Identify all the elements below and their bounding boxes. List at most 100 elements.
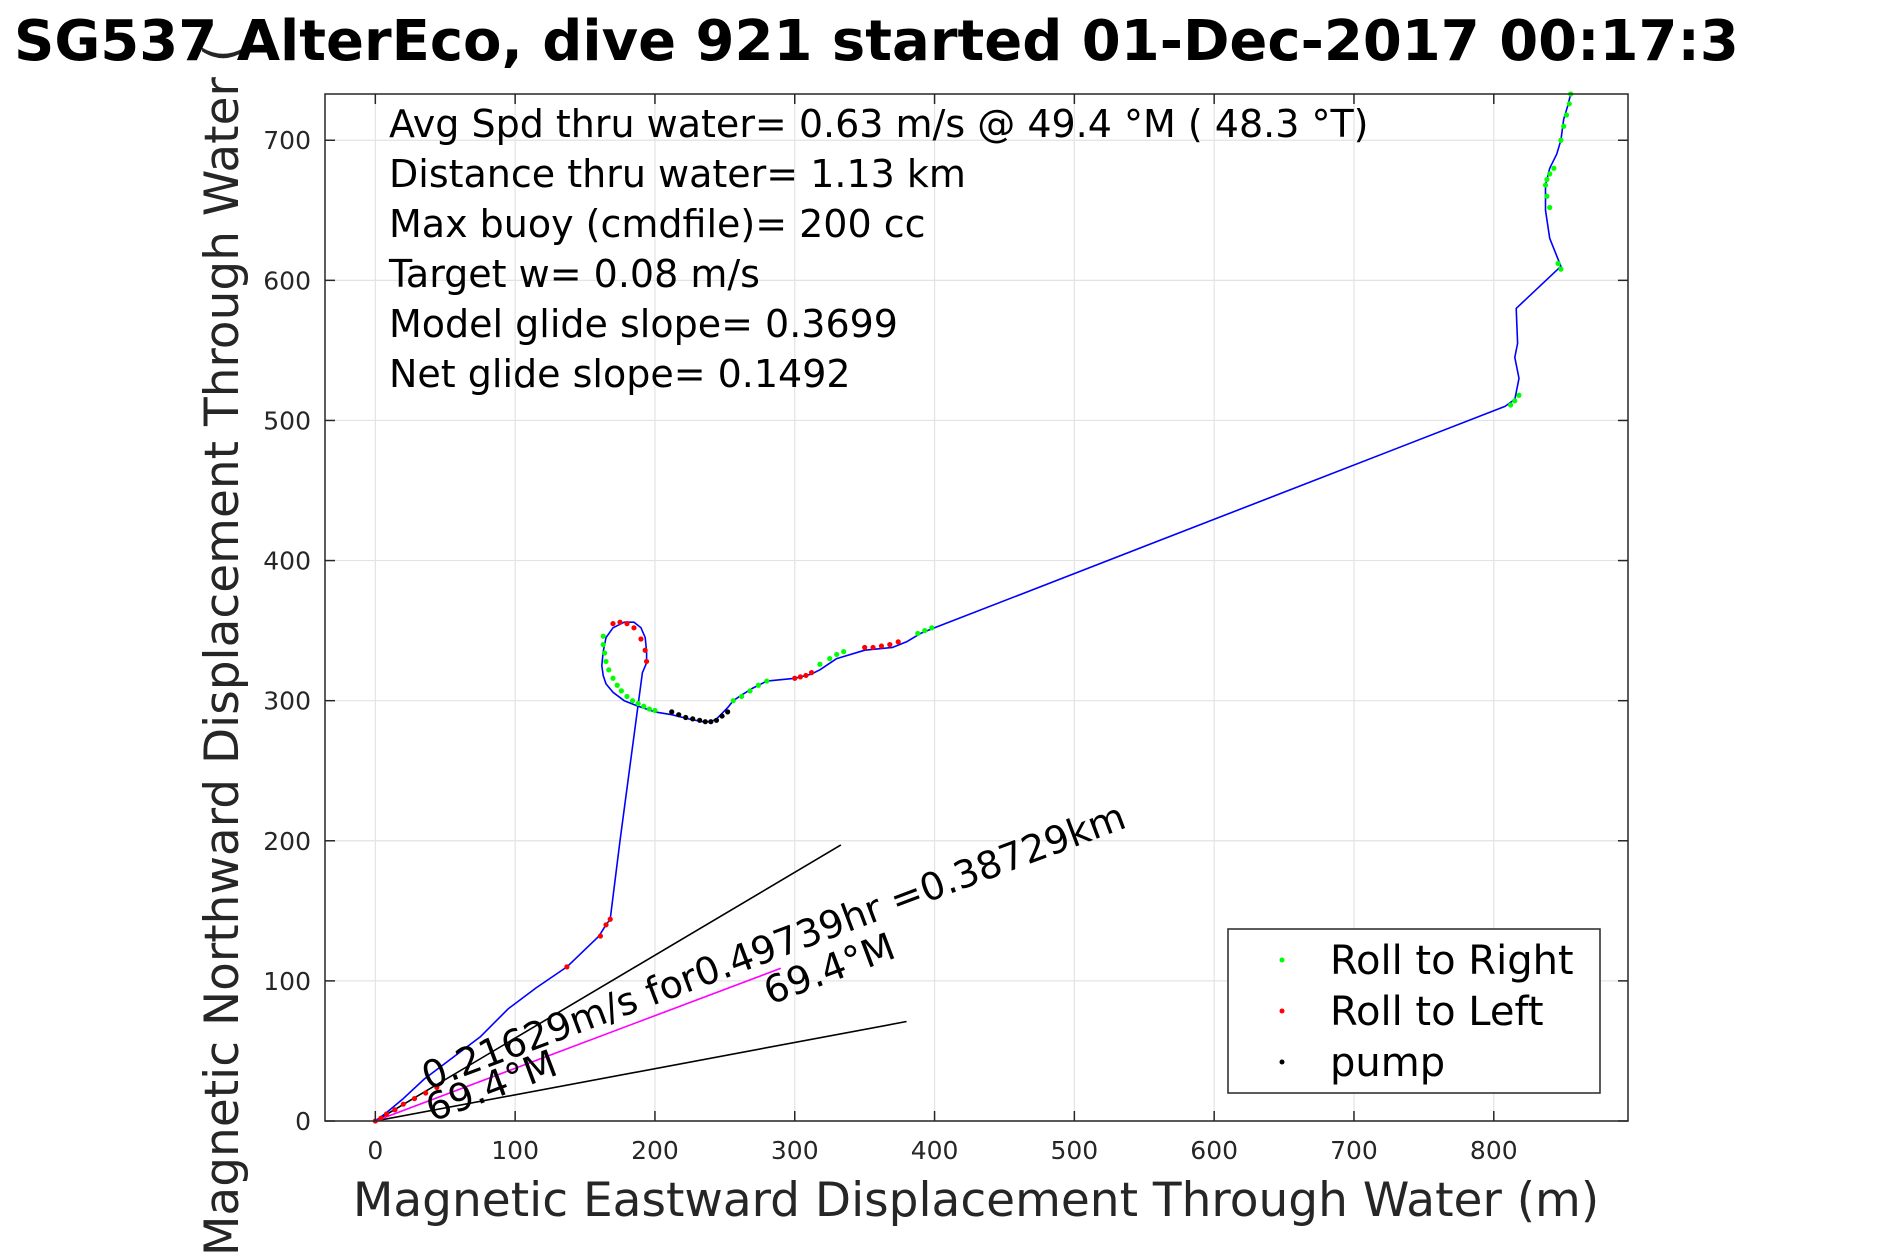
roll-to-left-point bbox=[631, 625, 637, 631]
roll-to-right-point bbox=[614, 682, 620, 688]
roll-to-left-point bbox=[603, 922, 609, 928]
roll-to-left-point bbox=[607, 916, 613, 922]
legend-label-roll-right: Roll to Right bbox=[1330, 938, 1574, 984]
roll-to-left-point bbox=[617, 619, 623, 625]
roll-to-left-point bbox=[411, 1095, 418, 1102]
roll-to-right-point bbox=[1555, 260, 1561, 267]
roll-to-right-point bbox=[610, 675, 616, 681]
roll-to-left-point bbox=[808, 670, 815, 676]
x-tick-label: 0 bbox=[367, 1136, 383, 1165]
x-tick-label: 700 bbox=[1330, 1136, 1378, 1165]
roll-to-right-point bbox=[827, 656, 833, 662]
roll-to-right-point bbox=[1544, 176, 1550, 183]
roll-to-right-point bbox=[1566, 101, 1572, 107]
y-tick-label: 0 bbox=[295, 1107, 311, 1136]
info-text-block: Avg Spd thru water= 0.63 m/s @ 49.4 °M (… bbox=[388, 102, 1369, 396]
roll-to-right-point bbox=[600, 642, 606, 648]
pump-point bbox=[713, 717, 720, 723]
roll-to-left-point bbox=[895, 639, 901, 645]
pump-point bbox=[683, 714, 689, 721]
x-tick-label: 400 bbox=[911, 1136, 959, 1165]
legend-marker-pump bbox=[1279, 1059, 1285, 1065]
pump-point bbox=[690, 716, 696, 722]
y-axis-title: Magnetic Northward Displacement Through … bbox=[195, 44, 250, 1256]
x-axis-title: Magnetic Eastward Displacement Through W… bbox=[353, 1173, 1599, 1228]
info-line: Distance thru water= 1.13 km bbox=[389, 152, 966, 196]
roll-to-right-point bbox=[915, 630, 921, 637]
x-tick-label: 600 bbox=[1190, 1136, 1238, 1165]
x-tick-label: 100 bbox=[491, 1136, 539, 1165]
legend-marker-roll-left bbox=[1279, 1008, 1285, 1014]
pump-point bbox=[702, 719, 708, 725]
roll-to-right-point bbox=[603, 658, 609, 665]
legend-box bbox=[1227, 928, 1601, 1094]
info-line: Max buoy (cmdfile)= 200 cc bbox=[389, 202, 926, 246]
roll-to-right-point bbox=[652, 707, 658, 714]
y-tick-label: 600 bbox=[263, 266, 311, 295]
roll-to-left-point bbox=[383, 1111, 390, 1117]
pump-point bbox=[676, 712, 682, 718]
info-line: Avg Spd thru water= 0.63 m/s @ 49.4 °M (… bbox=[389, 102, 1369, 146]
point-markers bbox=[372, 91, 1574, 1124]
current-vector-line bbox=[375, 967, 782, 1122]
y-tick-label: 400 bbox=[263, 547, 311, 576]
info-line: Target w= 0.08 m/s bbox=[388, 252, 760, 296]
roll-to-right-point bbox=[1547, 204, 1553, 211]
roll-to-right-point bbox=[646, 706, 652, 712]
pump-point bbox=[725, 709, 731, 715]
roll-to-right-point bbox=[1512, 398, 1518, 404]
y-tick-label: 500 bbox=[263, 406, 311, 435]
roll-to-left-point bbox=[797, 674, 803, 680]
roll-to-left-point bbox=[643, 658, 650, 665]
legend-label-pump: pump bbox=[1330, 1040, 1445, 1086]
roll-to-left-point bbox=[878, 643, 885, 649]
roll-to-right-point bbox=[747, 688, 753, 694]
info-line: Model glide slope= 0.3699 bbox=[389, 302, 898, 346]
roll-to-right-point bbox=[629, 698, 636, 704]
y-tick-label: 700 bbox=[263, 126, 311, 155]
roll-to-left-point bbox=[624, 621, 630, 627]
roll-to-right-point bbox=[1558, 137, 1564, 143]
roll-to-right-point bbox=[755, 682, 762, 688]
roll-to-right-point bbox=[1507, 402, 1514, 408]
roll-to-left-point bbox=[434, 1084, 440, 1090]
roll-to-left-point bbox=[887, 642, 893, 648]
plot-frame bbox=[324, 93, 1629, 1122]
legend-marker-roll-right bbox=[1279, 957, 1285, 963]
y-tick-label: 100 bbox=[263, 967, 311, 996]
roll-to-left-point bbox=[392, 1107, 398, 1113]
y-tick-label: 300 bbox=[263, 687, 311, 716]
roll-to-right-point bbox=[1551, 165, 1557, 171]
y-tick-label: 200 bbox=[263, 827, 311, 856]
roll-to-right-point bbox=[624, 693, 630, 700]
roll-to-right-point bbox=[600, 633, 606, 639]
roll-to-right-point bbox=[1547, 171, 1553, 177]
roll-to-right-point bbox=[1561, 123, 1567, 129]
pump-point bbox=[697, 717, 703, 723]
roll-to-right-point bbox=[739, 693, 745, 700]
roll-to-left-point bbox=[870, 644, 876, 651]
pump-point bbox=[669, 709, 675, 715]
roll-to-right-point bbox=[635, 700, 641, 707]
roll-to-right-point bbox=[817, 661, 823, 667]
legend-label-roll-left: Roll to Left bbox=[1330, 989, 1544, 1035]
roll-to-right-point bbox=[618, 688, 624, 694]
roll-to-right-point bbox=[834, 651, 840, 658]
legend: Roll to Right Roll to Left pump bbox=[1227, 928, 1601, 1094]
roll-to-left-point bbox=[400, 1101, 406, 1107]
reference-lines bbox=[374, 844, 907, 1122]
roll-to-right-point bbox=[841, 649, 847, 655]
x-tick-label: 800 bbox=[1470, 1136, 1518, 1165]
reference-line bbox=[374, 844, 842, 1122]
roll-to-right-point bbox=[730, 698, 736, 704]
roll-to-right-point bbox=[1542, 182, 1549, 188]
roll-to-left-point bbox=[642, 647, 648, 653]
info-line: Net glide slope= 0.1492 bbox=[389, 352, 851, 396]
roll-to-right-point bbox=[1563, 112, 1570, 118]
roll-to-left-point bbox=[610, 621, 616, 627]
roll-to-right-point bbox=[641, 703, 647, 709]
pump-point bbox=[708, 719, 714, 725]
roll-to-left-point bbox=[792, 675, 798, 681]
roll-to-right-point bbox=[922, 628, 928, 634]
